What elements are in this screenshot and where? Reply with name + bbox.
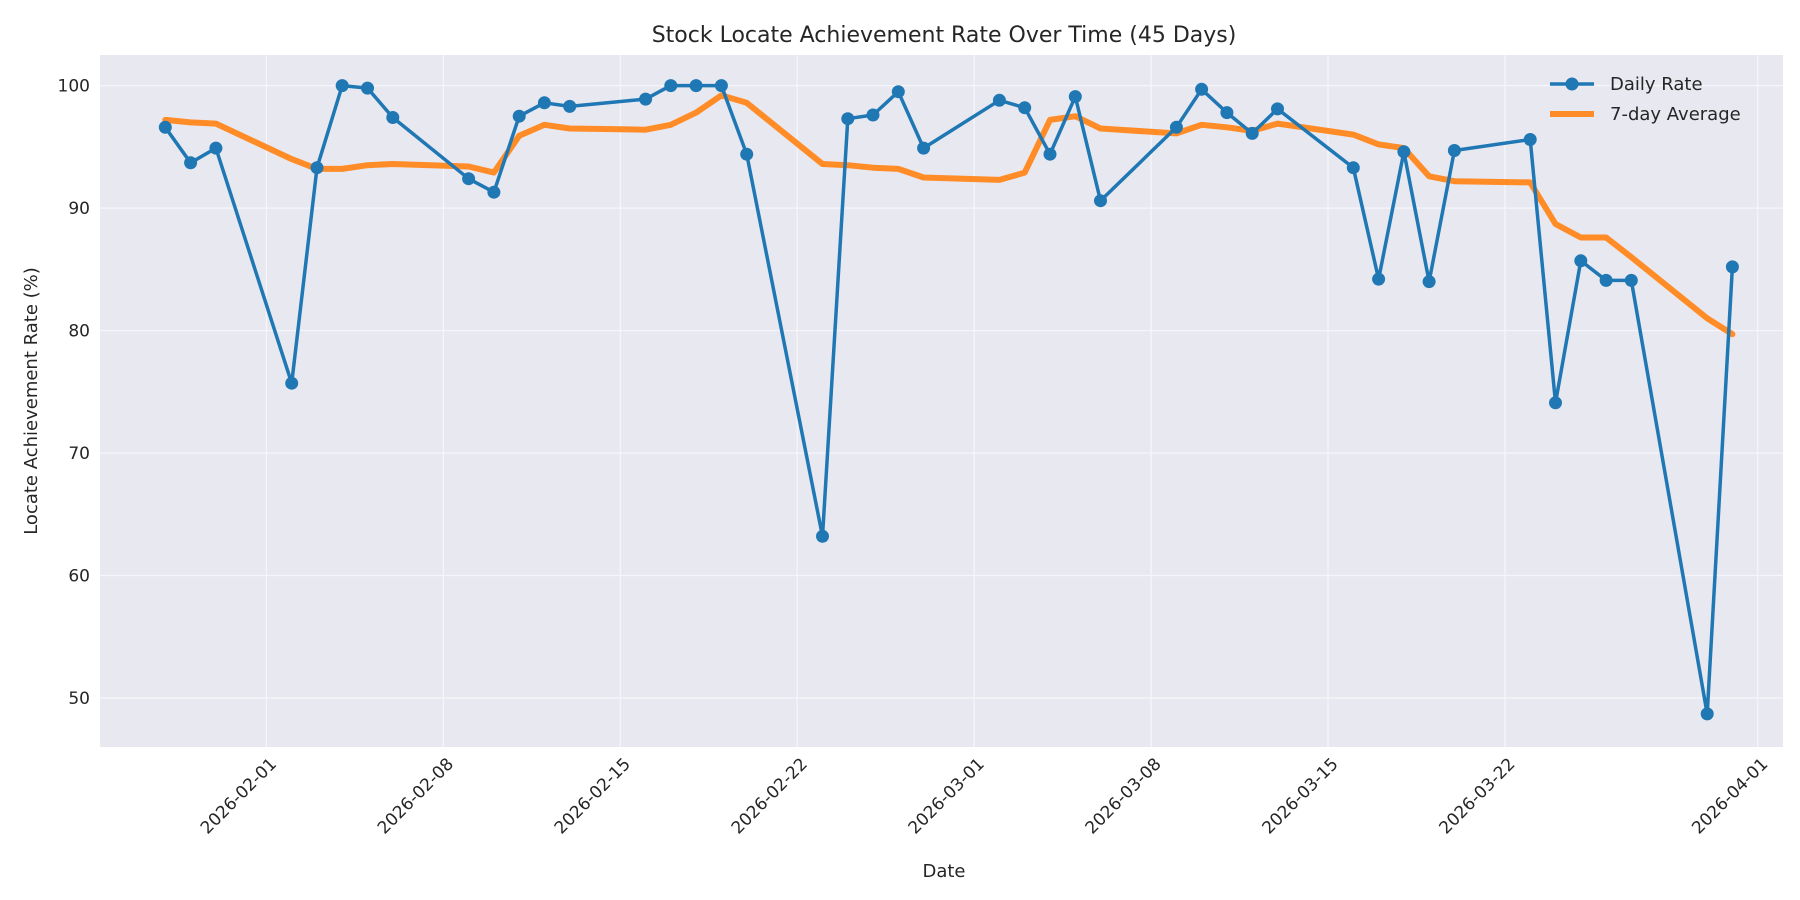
data-point [1549, 396, 1562, 410]
x-tick-label: 2026-03-15 [1259, 754, 1343, 838]
plot-area [100, 55, 1783, 747]
x-axis-label: Date [922, 861, 965, 882]
series-line-7-day-average [162, 92, 1736, 338]
data-point [563, 99, 577, 113]
data-point [335, 79, 349, 93]
x-tick-label: 2026-02-08 [374, 754, 458, 838]
x-axis-ticks: 2026-02-01 2026-02-08 2026-02-15 2026-02-22… [197, 754, 1772, 838]
data-point [386, 111, 400, 124]
x-tick-label: 2026-02-22 [728, 754, 812, 838]
data-point [664, 79, 678, 93]
x-tick-label: 2026-02-15 [551, 754, 635, 838]
y-axis-ticks: 50 60 70 80 90 100 [58, 77, 90, 709]
data-point [487, 185, 501, 199]
data-point [714, 79, 728, 93]
legend-marker-daily [1565, 77, 1579, 91]
data-point [1447, 144, 1461, 157]
data-point [1068, 90, 1082, 104]
data-point [1346, 161, 1360, 175]
data-point [1422, 275, 1436, 289]
data-point [740, 147, 754, 161]
series-layer [158, 79, 1739, 721]
x-tick-label: 2026-04-01 [1688, 754, 1772, 838]
data-point [209, 141, 223, 155]
y-tick-label: 70 [68, 444, 90, 464]
x-tick-label: 2026-03-01 [905, 754, 989, 838]
data-point [1624, 273, 1638, 287]
x-tick-label: 2026-03-22 [1435, 754, 1519, 838]
y-tick-label: 100 [58, 77, 90, 97]
data-point [537, 96, 551, 110]
legend-label-7-day-average: 7-day Average [1610, 104, 1741, 125]
data-point [310, 161, 324, 175]
data-point [1725, 260, 1739, 274]
data-point [1018, 101, 1032, 115]
data-point [689, 79, 703, 93]
data-point [184, 156, 198, 170]
data-point [1220, 106, 1234, 120]
data-point [1397, 145, 1411, 159]
data-point [1599, 273, 1613, 287]
data-point [1043, 147, 1057, 161]
data-point [917, 141, 931, 155]
legend: Daily Rate 7-day Average [1550, 74, 1741, 125]
data-point [1169, 120, 1183, 134]
y-tick-label: 90 [68, 199, 90, 219]
data-point [285, 376, 299, 390]
data-point [1195, 82, 1209, 96]
y-axis-label: Locate Achievement Rate (%) [21, 267, 42, 535]
x-tick-label: 2026-02-01 [197, 754, 281, 838]
data-point [639, 92, 653, 106]
data-point [361, 81, 374, 95]
data-point [816, 529, 829, 543]
chart-title: Stock Locate Achievement Rate Over Time … [652, 23, 1237, 48]
data-point [841, 112, 855, 126]
data-point [1094, 194, 1107, 208]
data-point [891, 85, 905, 99]
y-tick-label: 60 [68, 567, 90, 587]
data-point [462, 172, 476, 186]
legend-label-daily-rate: Daily Rate [1610, 74, 1703, 95]
data-point [1245, 126, 1259, 140]
data-point [992, 93, 1006, 107]
data-point [1271, 102, 1284, 116]
data-point [1523, 133, 1537, 146]
data-point [1372, 272, 1386, 286]
y-tick-label: 50 [68, 689, 90, 709]
y-tick-label: 80 [68, 322, 90, 342]
data-point [1574, 254, 1588, 268]
x-tick-label: 2026-03-08 [1082, 754, 1166, 838]
data-point [512, 109, 526, 123]
data-point [866, 108, 880, 122]
data-point [1700, 707, 1714, 721]
data-point [158, 120, 172, 134]
